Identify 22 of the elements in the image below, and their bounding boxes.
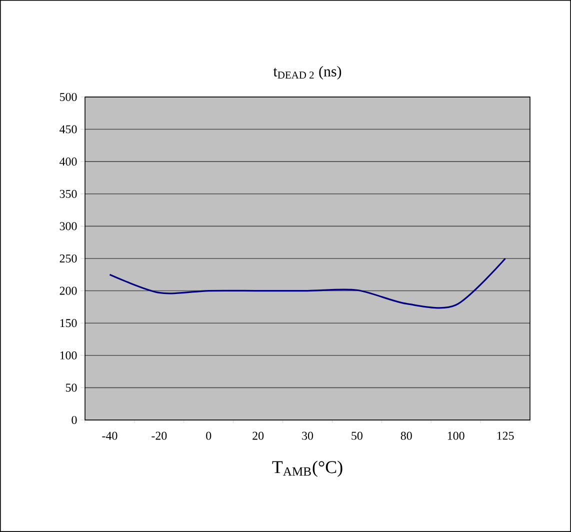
- x-tick-label: 30: [302, 432, 314, 440]
- y-tick-label: 300: [60, 222, 77, 230]
- x-tick-label: -20: [152, 432, 167, 440]
- y-tick-label: 50: [66, 384, 77, 392]
- x-tick-label: 80: [400, 432, 412, 440]
- y-tick-label: 100: [60, 351, 77, 360]
- y-tick-label: 450: [60, 125, 77, 134]
- x-tick-label: 50: [352, 432, 362, 440]
- x-tick-label: -40: [102, 432, 118, 440]
- x-tick-label: 100: [448, 432, 464, 440]
- y-tick-label: 350: [60, 190, 77, 198]
- x-tick-label: 20: [252, 432, 264, 440]
- y-tick-label: 500: [60, 92, 77, 102]
- y-tick-label: 250: [60, 254, 77, 263]
- x-tick-label: 0: [206, 432, 212, 440]
- y-tick-label: 200: [60, 286, 77, 295]
- y-tick-label: 400: [60, 158, 77, 166]
- y-tick-label: 0: [72, 416, 77, 424]
- y-tick-label: 150: [60, 319, 77, 328]
- chart-title: t$_{DEAD 2}$ (ns): [273, 66, 342, 80]
- x-tick-label: 125: [497, 432, 514, 440]
- x-axis-title: T$_{AMB}$(°C): [272, 460, 342, 477]
